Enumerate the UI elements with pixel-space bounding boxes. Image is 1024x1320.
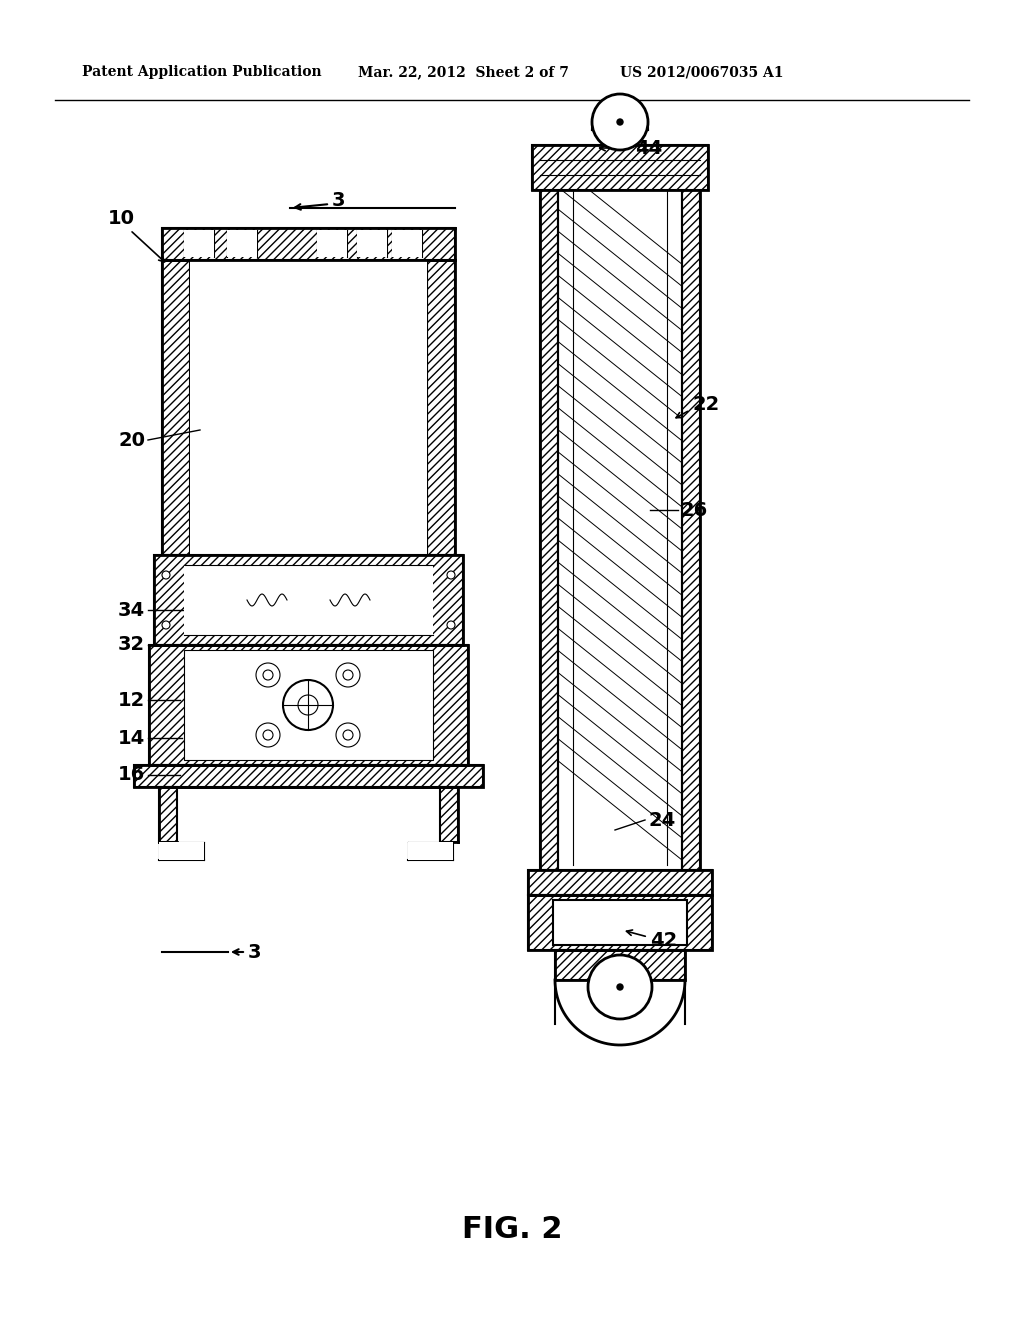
Bar — [528, 870, 712, 895]
Circle shape — [336, 663, 360, 686]
Text: 34: 34 — [118, 601, 145, 619]
Bar — [227, 230, 257, 257]
Circle shape — [256, 723, 280, 747]
Bar — [528, 870, 712, 895]
Bar — [555, 950, 685, 979]
Text: 10: 10 — [108, 209, 135, 227]
Bar — [184, 230, 214, 257]
Bar — [392, 230, 422, 257]
Circle shape — [162, 620, 170, 630]
Text: 14: 14 — [118, 729, 145, 747]
Circle shape — [283, 680, 333, 730]
Bar — [532, 145, 708, 190]
Bar — [134, 766, 483, 787]
Circle shape — [343, 671, 353, 680]
Circle shape — [263, 671, 273, 680]
Bar — [553, 900, 687, 945]
Bar — [605, 129, 635, 145]
Circle shape — [447, 620, 455, 630]
Bar — [682, 154, 700, 870]
Circle shape — [343, 730, 353, 741]
Bar — [440, 787, 458, 842]
Bar — [317, 230, 347, 257]
Circle shape — [263, 730, 273, 741]
Circle shape — [447, 572, 455, 579]
Text: 22: 22 — [692, 396, 719, 414]
Circle shape — [298, 696, 318, 715]
Text: 24: 24 — [648, 810, 675, 829]
Bar — [184, 565, 433, 635]
Text: 3: 3 — [332, 190, 345, 210]
Bar — [134, 766, 483, 787]
Bar — [555, 950, 685, 979]
Circle shape — [617, 119, 623, 125]
Text: 42: 42 — [650, 931, 677, 949]
Text: 26: 26 — [680, 500, 708, 520]
Bar — [408, 842, 453, 861]
Bar — [162, 228, 455, 260]
Bar — [154, 554, 463, 645]
Bar — [528, 895, 712, 950]
Circle shape — [592, 94, 648, 150]
Bar — [357, 230, 387, 257]
Text: 12: 12 — [118, 690, 145, 710]
Text: Mar. 22, 2012  Sheet 2 of 7: Mar. 22, 2012 Sheet 2 of 7 — [358, 65, 569, 79]
Text: Patent Application Publication: Patent Application Publication — [82, 65, 322, 79]
Text: 20: 20 — [118, 430, 145, 450]
Text: FIG. 2: FIG. 2 — [462, 1216, 562, 1245]
Text: 44: 44 — [635, 139, 663, 157]
Circle shape — [162, 572, 170, 579]
Bar — [190, 260, 427, 554]
Bar — [150, 645, 468, 766]
Circle shape — [617, 983, 623, 990]
Bar — [150, 645, 468, 766]
Bar — [540, 154, 558, 870]
Bar — [154, 554, 463, 645]
Circle shape — [588, 954, 652, 1019]
Bar — [184, 649, 433, 760]
Text: 16: 16 — [118, 766, 145, 784]
Bar — [184, 649, 433, 760]
Circle shape — [336, 723, 360, 747]
Text: 32: 32 — [118, 635, 145, 655]
Bar — [532, 145, 708, 190]
Bar — [528, 895, 712, 950]
Bar — [159, 842, 204, 861]
Bar — [159, 787, 177, 842]
Bar — [427, 260, 455, 554]
Text: 3: 3 — [248, 942, 261, 961]
Bar — [162, 260, 190, 554]
Text: US 2012/0067035 A1: US 2012/0067035 A1 — [620, 65, 783, 79]
Bar — [558, 154, 682, 870]
Circle shape — [256, 663, 280, 686]
